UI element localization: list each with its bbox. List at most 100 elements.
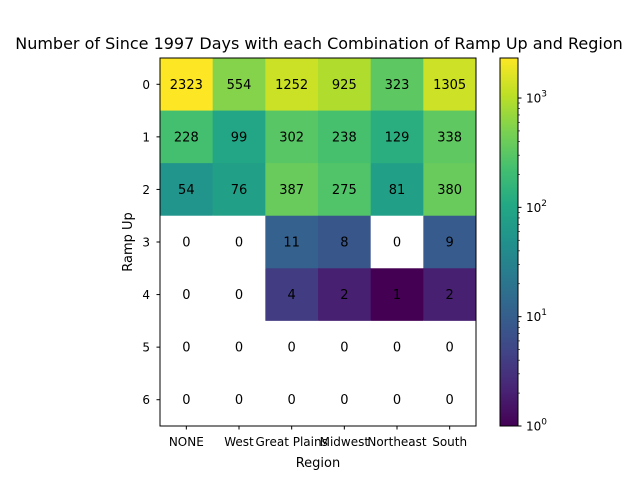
colorbar-tick-label: 101 bbox=[526, 308, 547, 324]
y-tick-label: 6 bbox=[142, 393, 150, 407]
heatmap-cell bbox=[318, 110, 372, 164]
colorbar-tick-label: 102 bbox=[526, 199, 547, 215]
heatmap-cells bbox=[160, 58, 477, 427]
heatmap-cell bbox=[423, 215, 477, 269]
x-tick-label: South bbox=[432, 435, 467, 449]
x-axis-label: Region bbox=[296, 456, 341, 471]
heatmap-cell bbox=[370, 163, 424, 217]
y-tick-label: 1 bbox=[142, 130, 150, 144]
heatmap-cell bbox=[423, 58, 477, 112]
cell-value-label: 99 bbox=[231, 130, 248, 145]
heatmap-cell bbox=[370, 320, 424, 374]
heatmap-cell bbox=[318, 163, 372, 217]
cell-value-label: 0 bbox=[340, 393, 348, 408]
heatmap-cell bbox=[212, 215, 266, 269]
cell-value-label: 0 bbox=[446, 393, 454, 408]
heatmap-cell bbox=[370, 110, 424, 164]
colorbar-ticks: 100 101 102 103 bbox=[518, 90, 547, 434]
heatmap-cell bbox=[318, 58, 372, 112]
heatmap-cell bbox=[370, 58, 424, 112]
cell-value-label: 0 bbox=[393, 341, 401, 356]
heatmap-cell bbox=[423, 110, 477, 164]
heatmap-cell bbox=[318, 320, 372, 374]
heatmap-cell bbox=[212, 58, 266, 112]
heatmap-cell bbox=[318, 268, 372, 322]
heatmap-cell bbox=[265, 268, 319, 322]
cell-value-label: 8 bbox=[340, 235, 348, 250]
chart-title: Number of Since 1997 Days with each Comb… bbox=[15, 34, 623, 53]
heatmap-cell bbox=[212, 163, 266, 217]
cell-value-label: 1252 bbox=[275, 78, 308, 93]
cell-value-label: 338 bbox=[437, 130, 462, 145]
heatmap-cell bbox=[423, 373, 477, 427]
x-tick-label: West bbox=[224, 435, 254, 449]
cell-value-label: 0 bbox=[235, 235, 243, 250]
cell-value-label: 2 bbox=[340, 288, 348, 303]
heatmap-cell bbox=[423, 320, 477, 374]
cell-value-label: 323 bbox=[385, 78, 410, 93]
x-tick-label: NONE bbox=[169, 435, 204, 449]
heatmap-cell bbox=[265, 320, 319, 374]
heatmap-cell bbox=[265, 373, 319, 427]
y-tick-label: 2 bbox=[142, 183, 150, 197]
colorbar bbox=[499, 57, 519, 427]
cell-value-label: 9 bbox=[446, 235, 454, 250]
heatmap-cell bbox=[265, 58, 319, 112]
y-tick-label: 5 bbox=[142, 341, 150, 355]
cell-value-label: 129 bbox=[385, 130, 410, 145]
heatmap-cell bbox=[160, 320, 214, 374]
y-axis-label: Ramp Up bbox=[121, 212, 136, 272]
heatmap-cell bbox=[370, 268, 424, 322]
cell-value-label: 554 bbox=[227, 78, 252, 93]
cell-value-label: 387 bbox=[279, 183, 304, 198]
heatmap-cell bbox=[160, 373, 214, 427]
heatmap-cell bbox=[423, 163, 477, 217]
cell-value-label: 0 bbox=[182, 341, 190, 356]
y-axis: 0 1 2 3 4 5 6 bbox=[142, 78, 160, 407]
cell-value-label: 0 bbox=[288, 393, 296, 408]
heatmap-cell bbox=[160, 58, 214, 112]
heatmap-cell bbox=[370, 215, 424, 269]
cell-value-label: 81 bbox=[389, 183, 406, 198]
heatmap-cell bbox=[212, 320, 266, 374]
cell-value-label: 76 bbox=[231, 183, 248, 198]
cell-value-label: 1 bbox=[393, 288, 401, 303]
cell-value-label: 925 bbox=[332, 78, 357, 93]
cell-value-label: 11 bbox=[283, 235, 300, 250]
cell-value-label: 0 bbox=[288, 341, 296, 356]
colorbar-tick-label: 103 bbox=[526, 90, 547, 106]
y-tick-label: 3 bbox=[142, 235, 150, 249]
heatmap-cell bbox=[160, 110, 214, 164]
cell-value-label: 0 bbox=[235, 288, 243, 303]
cell-value-label: 0 bbox=[393, 235, 401, 250]
heatmap-cell bbox=[318, 373, 372, 427]
heatmap-cell bbox=[160, 268, 214, 322]
y-tick-label: 4 bbox=[142, 288, 150, 302]
colorbar-tick-label: 100 bbox=[526, 418, 547, 434]
cell-value-label: 0 bbox=[182, 288, 190, 303]
cell-value-label: 0 bbox=[340, 341, 348, 356]
cell-value-label: 54 bbox=[178, 183, 195, 198]
heatmap-cell bbox=[212, 268, 266, 322]
y-tick-label: 0 bbox=[142, 78, 150, 92]
heatmap-cell bbox=[423, 268, 477, 322]
cell-value-label: 4 bbox=[288, 288, 296, 303]
cell-value-label: 380 bbox=[437, 183, 462, 198]
heatmap-cell bbox=[265, 163, 319, 217]
heatmap-cell bbox=[212, 110, 266, 164]
cell-value-label: 238 bbox=[332, 130, 357, 145]
heatmap-cell bbox=[265, 110, 319, 164]
cell-value-label: 2323 bbox=[170, 78, 203, 93]
cell-value-label: 275 bbox=[332, 183, 357, 198]
heatmap-cell bbox=[160, 163, 214, 217]
cell-value-label: 0 bbox=[182, 393, 190, 408]
heatmap-cell bbox=[370, 373, 424, 427]
heatmap-cell bbox=[212, 373, 266, 427]
x-tick-label: Midwest bbox=[320, 435, 370, 449]
heatmap-cell bbox=[318, 215, 372, 269]
cell-value-label: 0 bbox=[182, 235, 190, 250]
cell-value-label: 0 bbox=[393, 393, 401, 408]
